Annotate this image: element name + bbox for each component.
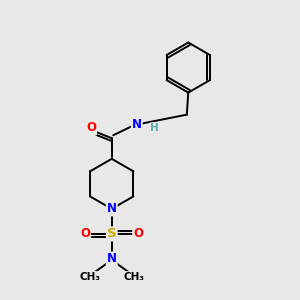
Text: H: H xyxy=(150,123,159,133)
Text: N: N xyxy=(107,252,117,266)
Text: N: N xyxy=(132,118,142,131)
Text: O: O xyxy=(86,122,96,134)
Text: CH₃: CH₃ xyxy=(79,272,100,282)
Text: O: O xyxy=(133,227,143,240)
Text: N: N xyxy=(107,202,117,215)
Text: CH₃: CH₃ xyxy=(123,272,144,282)
Text: O: O xyxy=(80,227,90,240)
Text: S: S xyxy=(107,227,116,240)
